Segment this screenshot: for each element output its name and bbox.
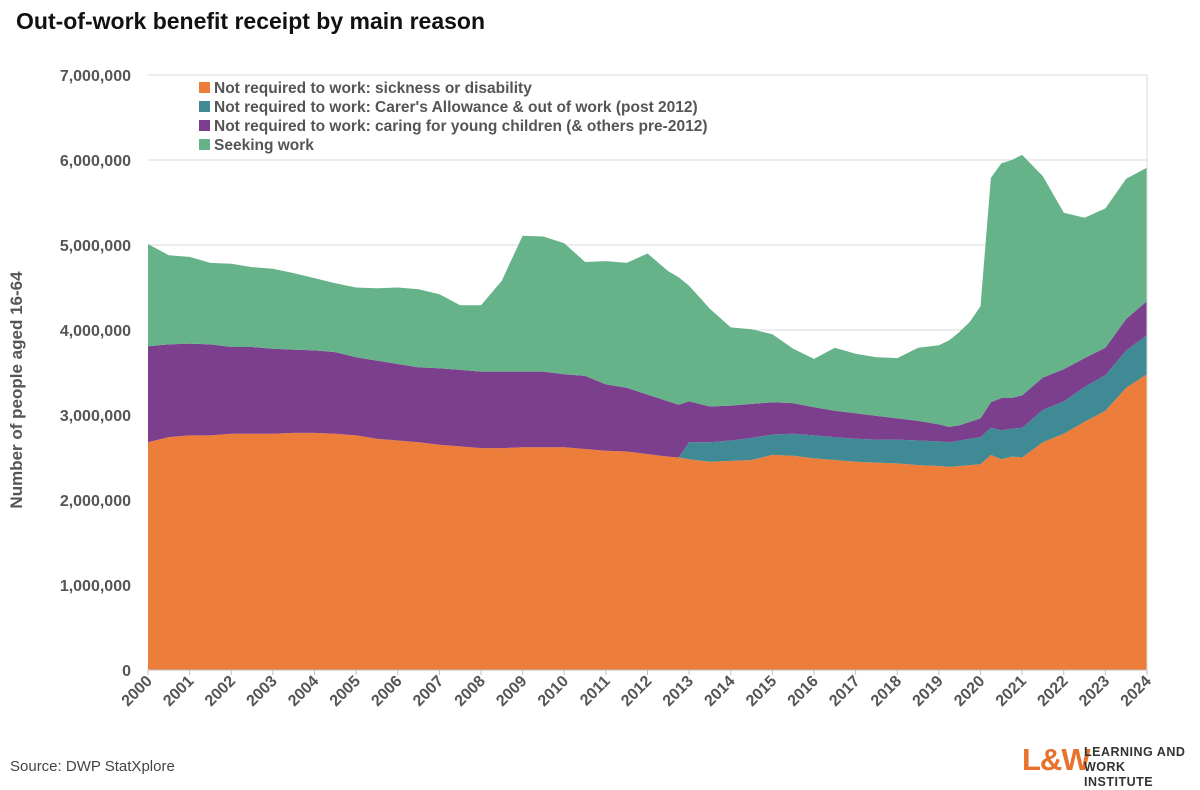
y-axis-label: Number of people aged 16-64 bbox=[7, 271, 26, 509]
x-tick-label: 2020 bbox=[951, 673, 988, 710]
x-tick-label: 2004 bbox=[285, 673, 322, 710]
legend-swatch bbox=[199, 82, 210, 93]
x-tick-label: 2012 bbox=[618, 673, 655, 710]
logo-text: LEARNING AND WORK INSTITUTE bbox=[1084, 745, 1192, 790]
legend-label: Not required to work: caring for young c… bbox=[214, 118, 707, 135]
logo-mark: L&W bbox=[1022, 742, 1091, 777]
source-note: Source: DWP StatXplore bbox=[10, 758, 175, 775]
series-area-4 bbox=[148, 154, 1147, 427]
x-tick-label: 2015 bbox=[743, 673, 780, 710]
x-tick-label: 2013 bbox=[660, 673, 697, 710]
y-tick-label: 7,000,000 bbox=[60, 68, 131, 85]
legend-swatch bbox=[199, 139, 210, 150]
x-tick-label: 2016 bbox=[785, 673, 822, 710]
y-tick-label: 3,000,000 bbox=[60, 408, 131, 425]
x-tick-label: 2007 bbox=[410, 673, 447, 710]
y-tick-label: 2,000,000 bbox=[60, 493, 131, 510]
x-tick-label: 2021 bbox=[993, 673, 1030, 710]
y-tick-label: 4,000,000 bbox=[60, 323, 131, 340]
legend-label: Seeking work bbox=[214, 137, 314, 154]
series-area-1 bbox=[148, 374, 1147, 670]
legend-label: Not required to work: sickness or disabi… bbox=[214, 80, 532, 97]
legend-swatch bbox=[199, 120, 210, 131]
x-tick-label: 2023 bbox=[1076, 673, 1113, 710]
x-tick-label: 2014 bbox=[701, 673, 738, 710]
x-tick-label: 2018 bbox=[868, 673, 905, 710]
x-tick-label: 2006 bbox=[368, 673, 405, 710]
x-tick-label: 2003 bbox=[244, 673, 281, 710]
x-tick-label: 2019 bbox=[910, 673, 947, 710]
x-tick-label: 2017 bbox=[826, 673, 863, 710]
page-title: Out-of-work benefit receipt by main reas… bbox=[16, 8, 486, 34]
x-tick-label: 2009 bbox=[493, 673, 530, 710]
y-tick-label: 5,000,000 bbox=[60, 238, 131, 255]
logo-line-2: WORK INSTITUTE bbox=[1084, 760, 1154, 789]
y-tick-label: 1,000,000 bbox=[60, 578, 131, 595]
legend-label: Not required to work: Carer's Allowance … bbox=[214, 99, 698, 116]
x-tick-label: 2005 bbox=[327, 673, 364, 710]
x-tick-label: 2011 bbox=[577, 673, 614, 710]
x-tick-label: 2008 bbox=[452, 673, 489, 710]
x-tick-label: 2022 bbox=[1034, 673, 1071, 710]
x-tick-label: 2010 bbox=[535, 673, 572, 710]
y-tick-label: 0 bbox=[122, 663, 131, 680]
logo-line-1: LEARNING AND bbox=[1084, 745, 1186, 759]
x-tick-label: 2024 bbox=[1118, 673, 1155, 710]
x-tick-label: 2002 bbox=[202, 673, 239, 710]
learning-and-work-logo: L&W LEARNING AND WORK INSTITUTE bbox=[1022, 742, 1192, 789]
y-tick-label: 6,000,000 bbox=[60, 153, 131, 170]
series-area-3 bbox=[148, 301, 1147, 458]
x-tick-label: 2001 bbox=[160, 673, 197, 710]
legend-swatch bbox=[199, 101, 210, 112]
